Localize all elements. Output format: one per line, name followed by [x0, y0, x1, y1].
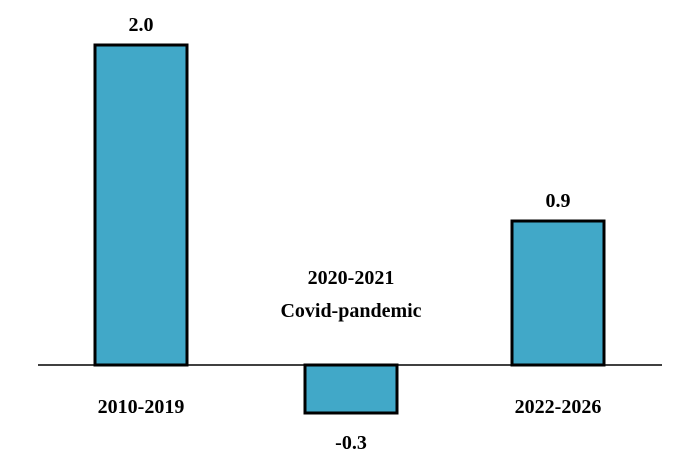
bar-2022-2026 [510, 219, 606, 367]
annotation-covid-pandemic: Covid-pandemic [280, 300, 421, 322]
bar-2010-2019 [93, 43, 189, 367]
value-label-2022-2026: 0.9 [546, 190, 571, 212]
category-label-2022-2026: 2022-2026 [515, 396, 602, 418]
value-label-2010-2019: 2.0 [129, 14, 154, 36]
annotation-period: 2020-2021 [308, 267, 395, 289]
category-label-2010-2019: 2010-2019 [98, 396, 185, 418]
value-label-2020-2021: -0.3 [335, 432, 367, 454]
bar-2020-2021 [303, 363, 399, 415]
